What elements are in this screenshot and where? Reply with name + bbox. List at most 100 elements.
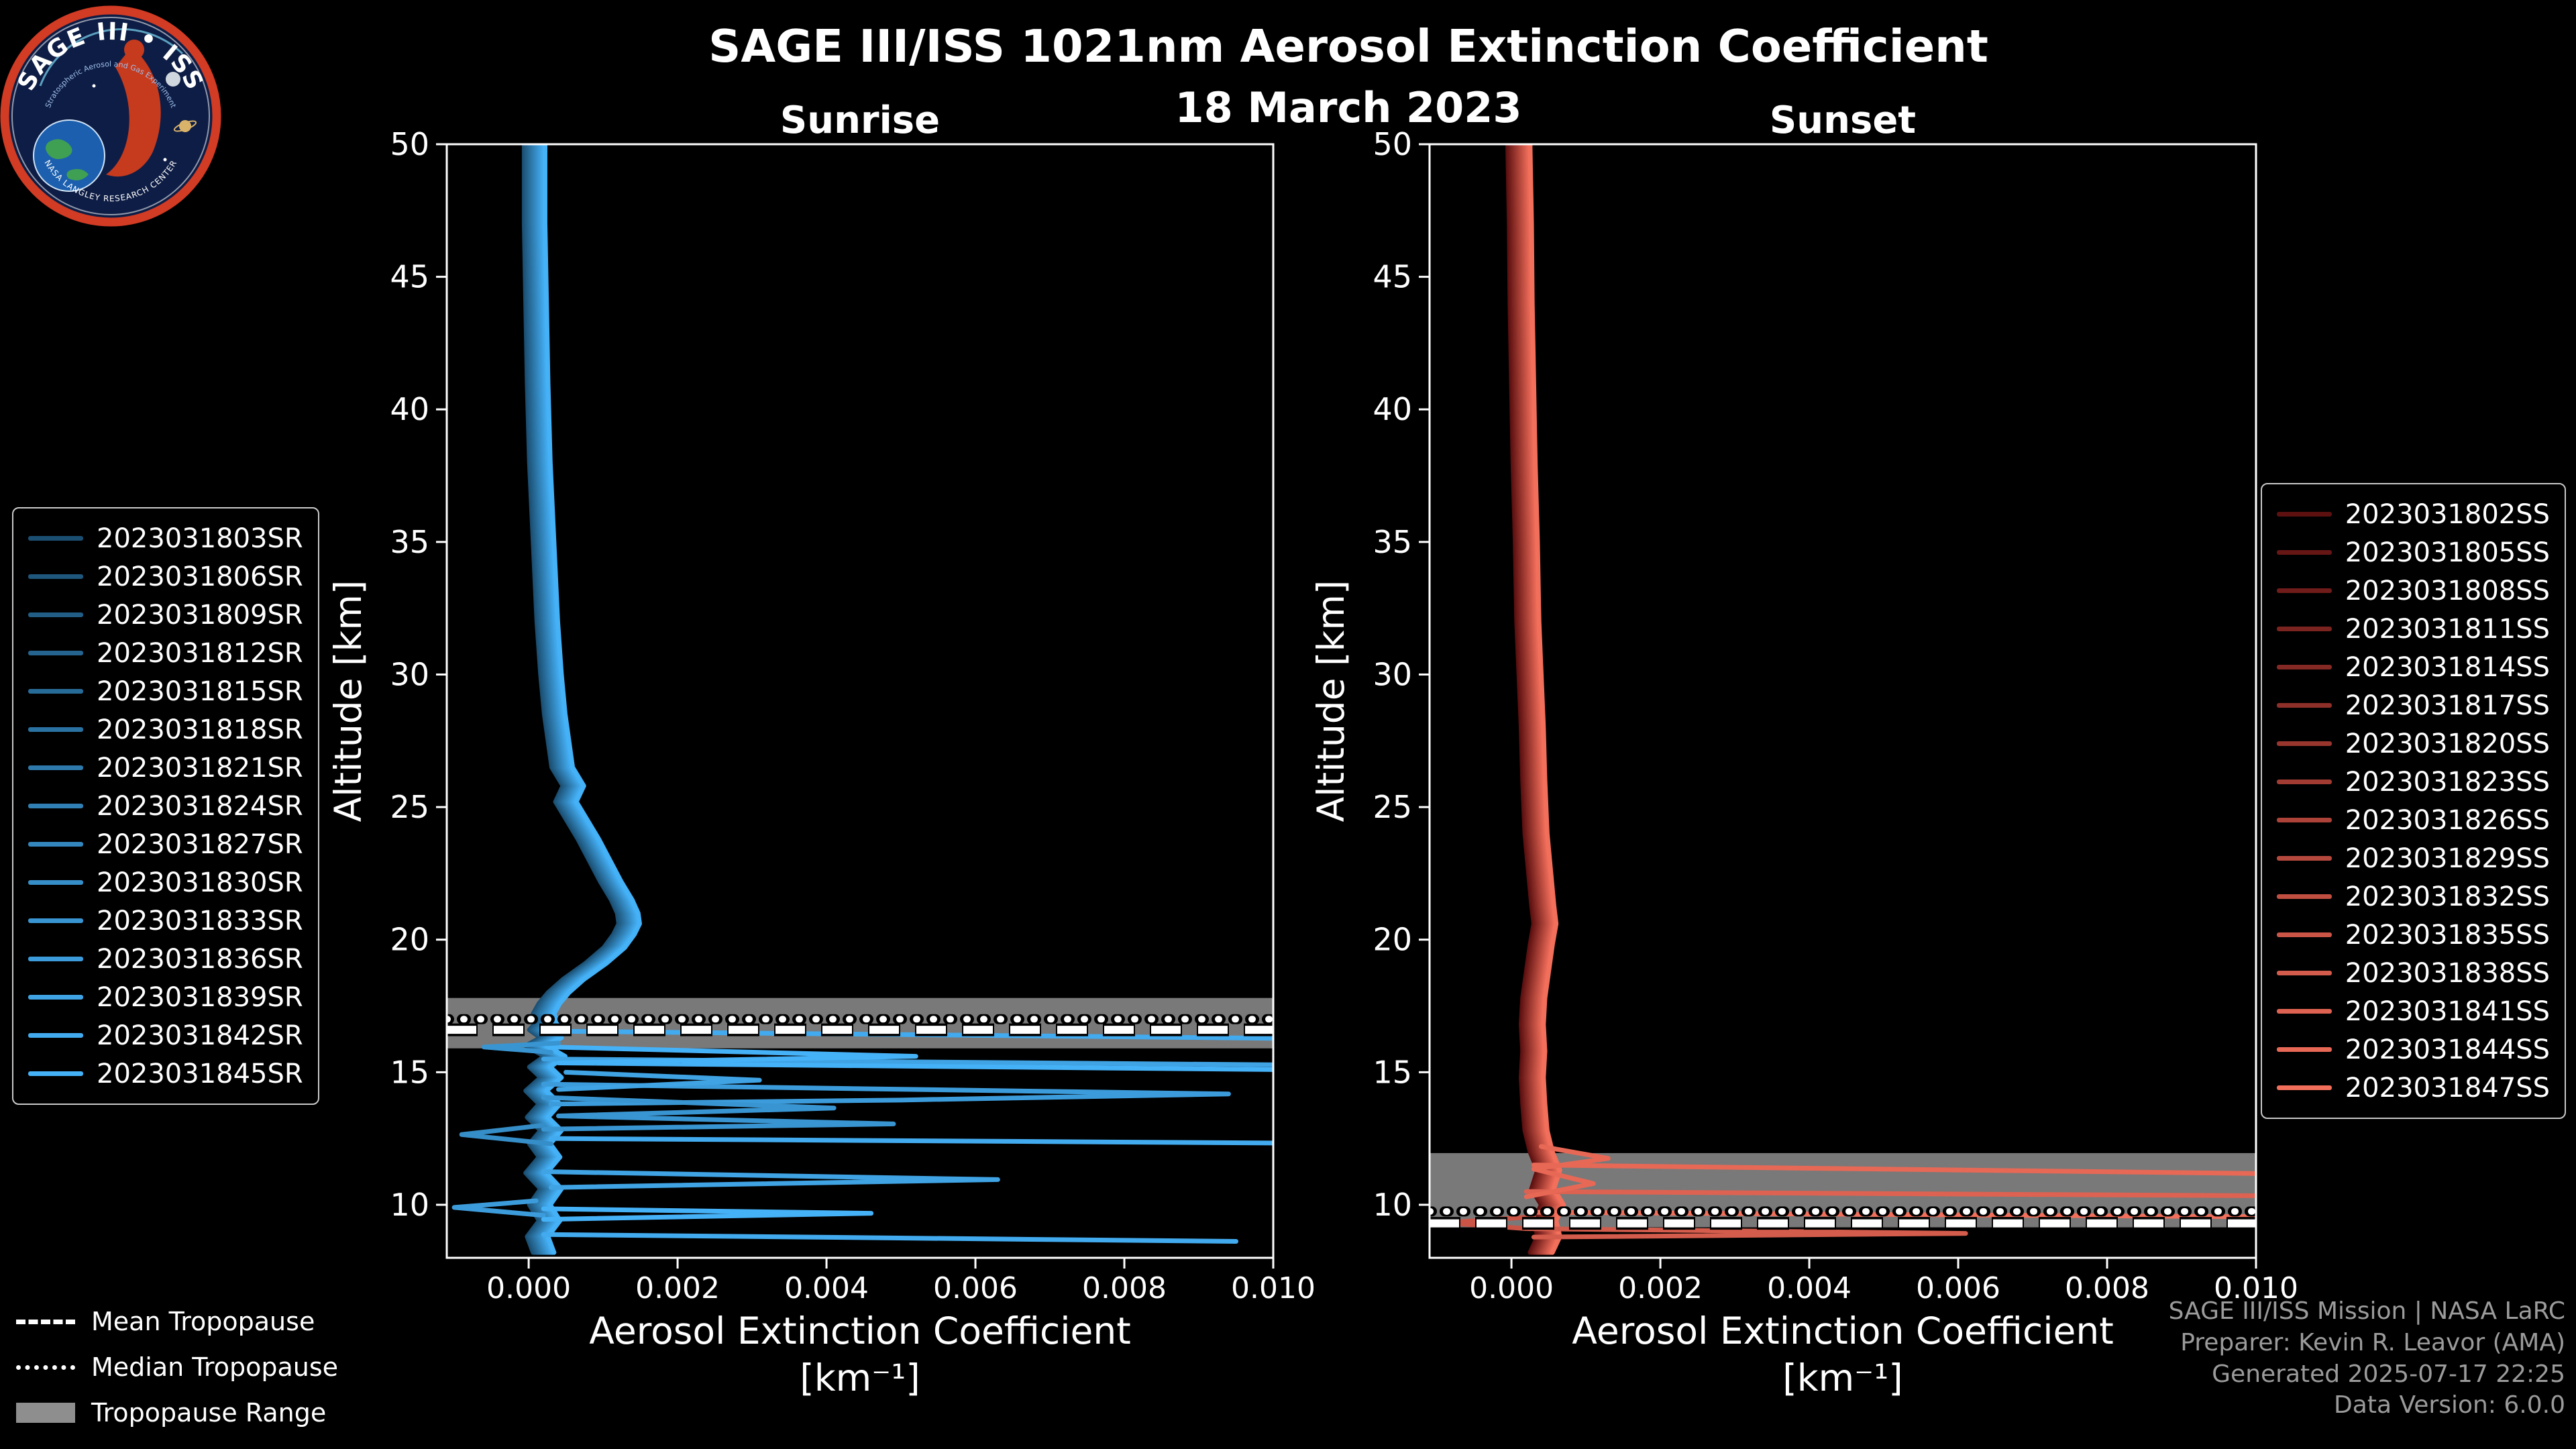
legend-label: 2023031802SS [2345, 498, 2550, 530]
legend-line-swatch [2276, 1085, 2332, 1090]
star-dot [92, 84, 96, 88]
legend-item-mean-tropopause: Mean Tropopause [16, 1307, 338, 1336]
panel-title: Sunset [1770, 99, 1916, 142]
axes-frame [1428, 143, 2257, 1259]
earth-land2 [66, 169, 89, 180]
legend-line-swatch [2276, 550, 2332, 555]
legend-item: 2023031841SS [2276, 992, 2550, 1030]
y-tick-label: 20 [390, 922, 429, 958]
legend-line-swatch [28, 765, 83, 770]
legend-line-swatch [2276, 703, 2332, 708]
legend-item: 2023031830SR [28, 863, 303, 902]
legend-line-swatch [2276, 627, 2332, 631]
y-tick-label: 15 [1373, 1054, 1412, 1090]
profile-segment [459, 1122, 553, 1146]
legend-item: 2023031832SS [2276, 877, 2550, 916]
legend-label: 2023031845SR [97, 1058, 303, 1089]
legend-label: 2023031812SR [97, 637, 303, 669]
panel-sunrise: 0.000 0.002 0.004 0.006 0.008 0.010 10 15 20 25 30… [327, 99, 1316, 1399]
legend-item: 2023031812SR [28, 634, 303, 672]
legend-label: Mean Tropopause [91, 1307, 315, 1336]
profile-segment [1531, 1163, 2256, 1176]
legend-label: 2023031815SR [97, 676, 303, 707]
profile-segment [541, 1232, 1239, 1244]
credit-mission: SAGE III/ISS Mission | NASA LaRC [2168, 1297, 2565, 1325]
earth-land [46, 139, 72, 160]
legend-label: 2023031829SS [2345, 843, 2550, 874]
legend-item: 2023031815SR [28, 672, 303, 710]
legend-label: 2023031817SS [2345, 690, 2550, 721]
legend-item: 2023031826SS [2276, 801, 2550, 839]
legend-label: 2023031832SS [2345, 881, 2550, 912]
x-tick-label: 0.006 [1916, 1271, 2000, 1305]
legend-item: 2023031827SR [28, 825, 303, 863]
dotted-line-swatch [16, 1364, 75, 1370]
legend-item: 2023031814SS [2276, 648, 2550, 686]
dashed-line-swatch [16, 1319, 75, 1324]
legend-label: 2023031827SR [97, 828, 303, 860]
profile-segment [481, 1040, 561, 1055]
x-tick-label: 0.008 [2065, 1271, 2149, 1305]
legend-line-swatch [2276, 932, 2332, 937]
legend-line-swatch [2276, 665, 2332, 669]
x-axis-label: Aerosol Extinction Coefficient [1572, 1309, 2114, 1352]
x-tick-label: 0.004 [1767, 1271, 1851, 1305]
legend-line-swatch [2276, 894, 2332, 899]
legend-item: 2023031805SS [2276, 533, 2550, 572]
x-axis-label: Aerosol Extinction Coefficient [589, 1309, 1131, 1352]
profile-segment [541, 1095, 896, 1132]
date-subtitle: 18 March 2023 [1175, 83, 1522, 132]
legend-item-tropopause-range: Tropopause Range [16, 1398, 338, 1428]
legend-item: 2023031824SR [28, 787, 303, 825]
profile-segment [541, 1169, 1000, 1190]
legend-label: 2023031836SR [97, 943, 303, 975]
legend-item: 2023031818SR [28, 710, 303, 749]
y-tick-label: 50 [390, 126, 429, 162]
x-tick-label: 0.010 [2214, 1271, 2298, 1305]
legend-item: 2023031839SR [28, 978, 303, 1016]
legend-line-swatch [28, 880, 83, 885]
legend-label: 2023031806SR [97, 561, 303, 592]
x-tick-label: 0.002 [635, 1271, 720, 1305]
x-tick-label: 0.006 [933, 1271, 1018, 1305]
legend-label: 2023031841SS [2345, 996, 2550, 1027]
legend-item: 2023031806SR [28, 557, 303, 596]
legend-label: 2023031823SS [2345, 766, 2550, 798]
legend-label: Median Tropopause [91, 1352, 338, 1382]
legend-label: 2023031818SR [97, 714, 303, 745]
legend-label: 2023031820SS [2345, 728, 2550, 759]
legend-line-swatch [2276, 971, 2332, 975]
legend-item: 2023031820SS [2276, 724, 2550, 763]
sun-goddess-figure [106, 47, 161, 177]
orbit-arc [39, 28, 184, 87]
saturn-icon [173, 120, 197, 132]
y-tick-label: 45 [1373, 259, 1412, 295]
star-dot [163, 158, 167, 162]
y-tick-label: 45 [390, 259, 429, 295]
legend-item: 2023031817SS [2276, 686, 2550, 724]
panel-title: Sunrise [780, 99, 940, 142]
legend-line-swatch [28, 727, 83, 732]
legend-item: 2023031829SS [2276, 839, 2550, 877]
legend-line-swatch [28, 842, 83, 847]
legend-line-swatch [28, 1071, 83, 1076]
sunrise-legend: 2023031803SR 2023031806SR 2023031809SR 2023… [12, 507, 319, 1105]
legend-label: 2023031842SR [97, 1020, 303, 1051]
legend-line-swatch [2276, 856, 2332, 861]
moon-icon [166, 72, 180, 87]
legend-line-swatch [2276, 1009, 2332, 1014]
legend-item: 2023031809SR [28, 596, 303, 634]
y-tick-label: 30 [390, 656, 429, 692]
x-tick-label: 0.000 [486, 1271, 571, 1305]
credit-preparer: Preparer: Kevin R. Leavor (AMA) [2180, 1328, 2565, 1356]
profile-segment [548, 1028, 1273, 1041]
legend-label: 2023031830SR [97, 867, 303, 898]
legend-item: 2023031838SS [2276, 954, 2550, 992]
profile-segment [548, 1136, 1273, 1146]
legend-line-swatch [2276, 1047, 2332, 1052]
legend-label: 2023031835SS [2345, 919, 2550, 951]
profile-segment [451, 1198, 546, 1218]
legend-line-swatch [28, 918, 83, 923]
legend-label: 2023031844SS [2345, 1034, 2550, 1065]
legend-label: 2023031805SS [2345, 537, 2550, 568]
